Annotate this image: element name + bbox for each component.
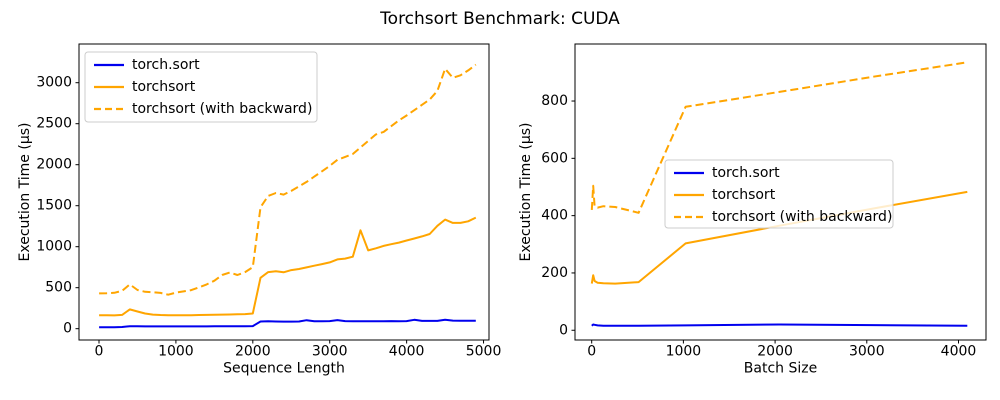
- y-tick-label: 1000: [36, 239, 72, 255]
- axes-spines: [78, 43, 490, 341]
- legend-label: torchsort (with backward): [132, 101, 312, 117]
- y-tick-label: 0: [63, 321, 72, 337]
- series-line-torchsort: [99, 216, 477, 317]
- legend-label: torchsort: [132, 79, 196, 95]
- axes-spines: [574, 43, 987, 341]
- x-tick-label: 3000: [849, 344, 885, 360]
- y-tick-label: 600: [541, 150, 568, 166]
- legend-box: [84, 51, 318, 123]
- series-line-torch.sort: [99, 318, 476, 329]
- x-tick-label: 2000: [235, 344, 271, 360]
- y-tick-label: 2500: [36, 116, 72, 132]
- x-axis-label: Sequence Length: [223, 361, 345, 377]
- x-tick-label: 0: [587, 344, 596, 360]
- x-tick-label: 1000: [666, 344, 702, 360]
- y-axis-label: Execution Time (µs): [518, 123, 534, 262]
- x-tick-label: 2000: [757, 344, 793, 360]
- y-tick-label: 2000: [36, 157, 72, 173]
- x-axis-label: Batch Size: [744, 361, 817, 377]
- series-line-torch.sort: [591, 323, 968, 327]
- y-tick-label: 200: [541, 265, 568, 281]
- chart-1: 0 1000 2000 3000 4000 0 200 400 600 800 Batch Size…: [518, 43, 987, 377]
- series-line-torchsort-with-backward: [590, 61, 968, 214]
- legend-box: [664, 159, 894, 229]
- figure-title: Torchsort Benchmark: CUDA: [380, 9, 620, 29]
- legend-label: torch.sort: [712, 165, 780, 181]
- y-tick-label: 800: [541, 93, 568, 109]
- y-axis-label: Execution Time (µs): [17, 123, 33, 262]
- y-tick-label: 0: [559, 322, 568, 338]
- y-tick-label: 400: [541, 208, 568, 224]
- chart-0: 0 1000 2000 3000 4000 5000 0 500 1000 1500 2000 250…: [17, 43, 502, 377]
- legend-label: torchsort (with backward): [712, 209, 892, 225]
- x-tick-label: 0: [95, 344, 104, 360]
- legend-label: torchsort: [712, 187, 776, 203]
- x-tick-label: 4000: [389, 344, 425, 360]
- x-tick-label: 1000: [158, 344, 194, 360]
- x-tick-label: 3000: [312, 344, 348, 360]
- x-tick-label: 4000: [941, 344, 977, 360]
- y-tick-label: 3000: [36, 75, 72, 91]
- x-tick-label: 5000: [466, 344, 502, 360]
- y-tick-label: 1500: [36, 198, 72, 214]
- y-tick-label: 500: [45, 280, 72, 296]
- series-line-torchsort-with-backward: [99, 63, 477, 296]
- legend-label: torch.sort: [132, 57, 200, 73]
